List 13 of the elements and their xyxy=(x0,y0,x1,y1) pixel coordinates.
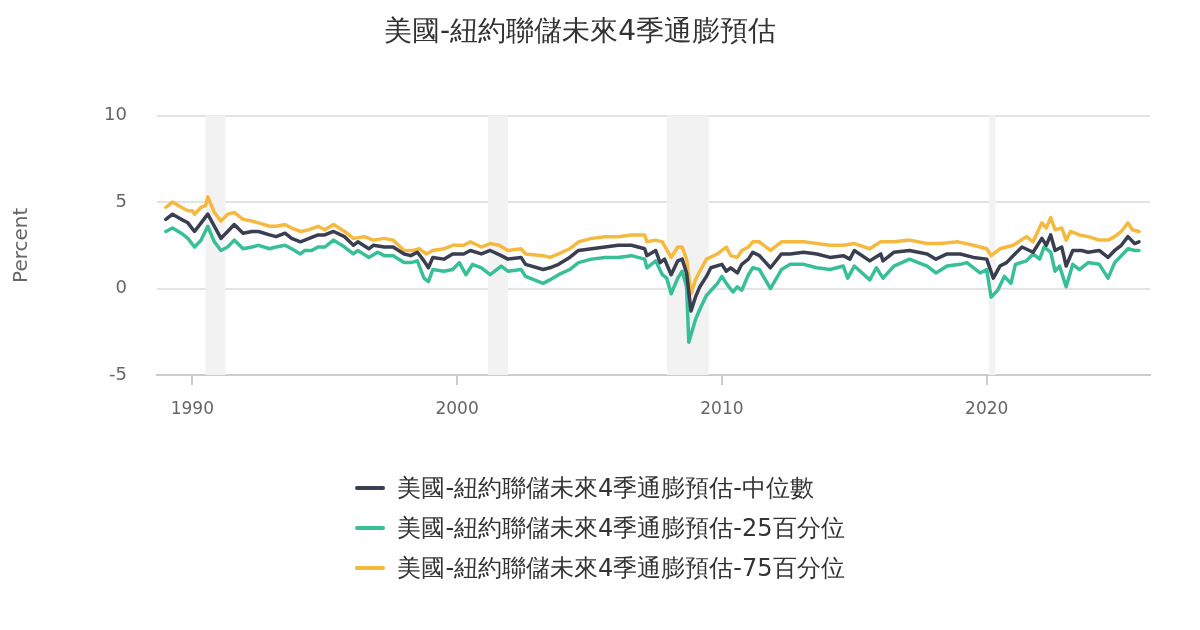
x-tick-label: 2010 xyxy=(700,397,744,418)
x-tick-label: 2000 xyxy=(435,397,479,418)
y-axis-title: Percent xyxy=(8,207,33,283)
legend-label: 美國-紐約聯儲未來4季通膨預估-25百分位 xyxy=(397,513,845,544)
y-tick-label: 5 xyxy=(115,189,127,211)
x-tick-label: 1990 xyxy=(170,397,214,418)
chart-title: 美國-紐約聯儲未來4季通膨預估 xyxy=(384,14,776,48)
legend-label: 美國-紐約聯儲未來4季通膨預估-中位數 xyxy=(397,473,815,504)
legend-label: 美國-紐約聯儲未來4季通膨預估-75百分位 xyxy=(397,553,845,584)
y-tick-label: 0 xyxy=(115,276,127,298)
y-tick-label: -5 xyxy=(109,362,127,384)
x-tick-label: 2020 xyxy=(965,397,1009,418)
y-tick-label: 10 xyxy=(104,103,127,125)
